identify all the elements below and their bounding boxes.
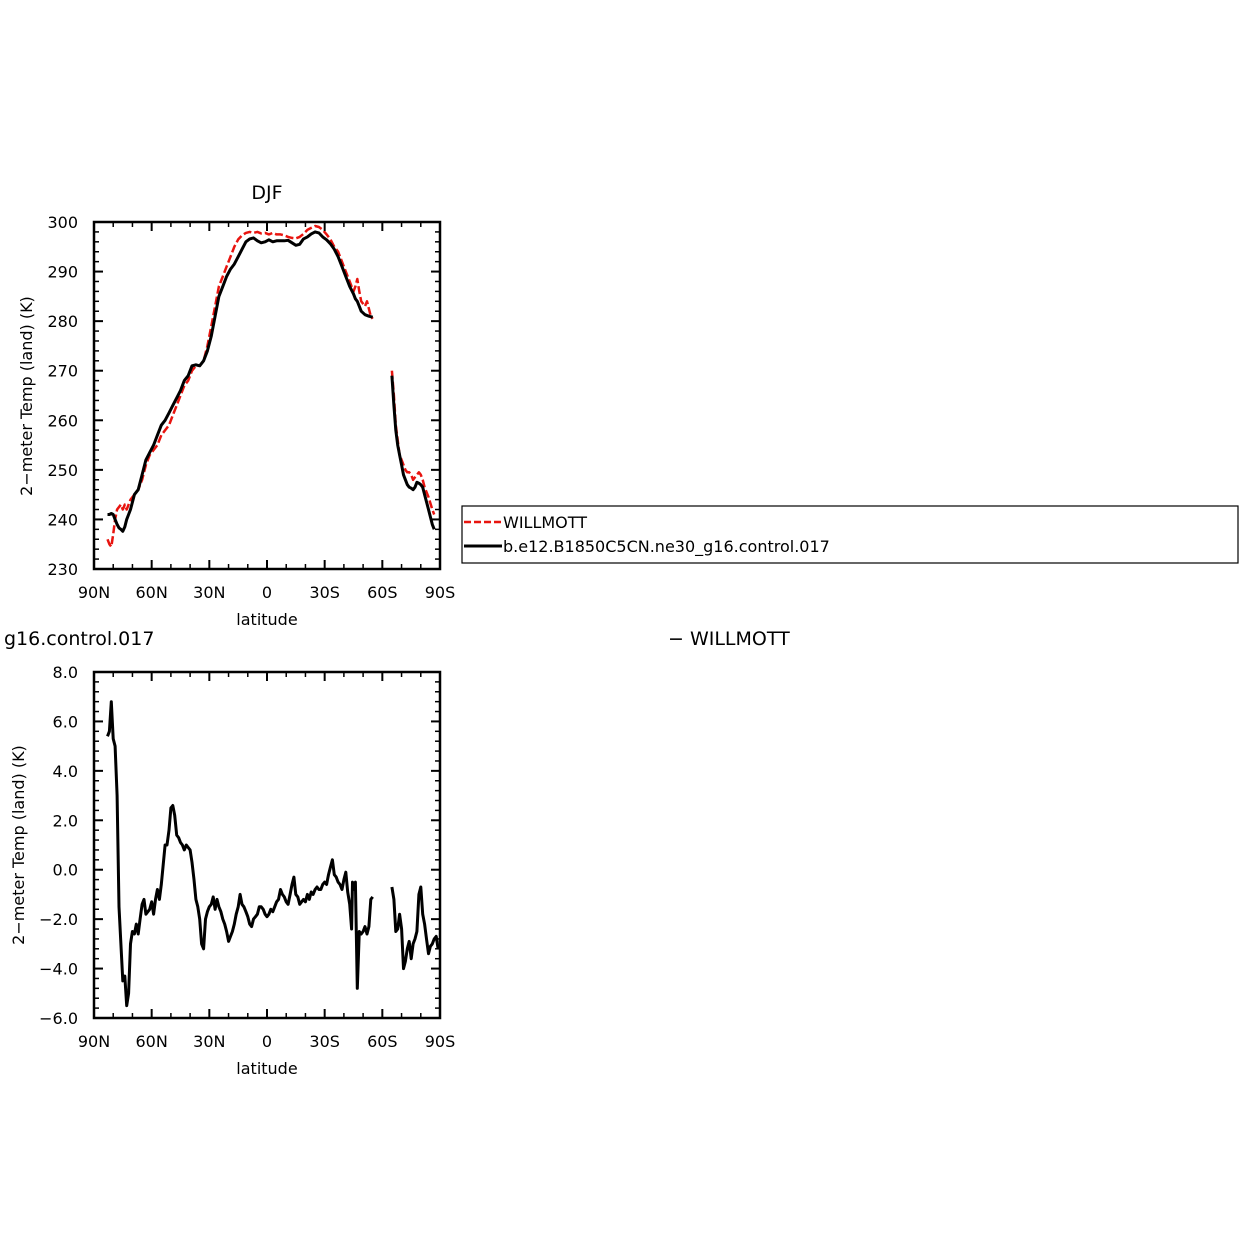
y-tick-label: 230 (47, 560, 78, 579)
y-tick-label: 240 (47, 510, 78, 529)
y-tick-label: −4.0 (39, 960, 78, 979)
x-tick-label: 30N (193, 583, 225, 602)
x-tick-label: 60N (136, 583, 168, 602)
chart-title-right: − WILLMOTT (668, 628, 790, 650)
y-tick-label: 300 (47, 213, 78, 232)
series-difference (106, 700, 440, 1008)
y-tick-label: 2.0 (53, 811, 78, 830)
y-tick-label: 8.0 (53, 663, 78, 682)
y-tick-label: −2.0 (39, 910, 78, 929)
y-tick-label: 290 (47, 263, 78, 282)
y-tick-label: 260 (47, 411, 78, 430)
y-tick-label: 4.0 (53, 762, 78, 781)
x-tick-label: 90N (78, 1032, 110, 1051)
x-tick-label: 60S (367, 1032, 398, 1051)
series-line-segment (107, 230, 374, 533)
x-tick-label: 90S (425, 583, 456, 602)
x-tick-label: 90S (425, 1032, 456, 1051)
series-line-segment (390, 370, 436, 515)
legend-entry-willmott: WILLMOTT (503, 513, 587, 532)
y-tick-label: 270 (47, 362, 78, 381)
series-line-segment (390, 375, 436, 530)
legend-box (461, 505, 1239, 564)
series-willmott (106, 224, 436, 548)
x-tick-label: 60N (136, 1032, 168, 1051)
y-tick-label: −6.0 (39, 1009, 78, 1028)
legend: WILLMOTT b.e12.B1850C5CN.ne30_g16.contro… (461, 505, 1239, 564)
series-line-segment (106, 700, 374, 1008)
series-line-segment (390, 885, 440, 971)
y-tick-label: 0.0 (53, 861, 78, 880)
y-axis-label: 2−meter Temp (land) (K) (17, 296, 36, 496)
plot-area (106, 224, 436, 548)
x-tick-label: 30S (309, 583, 340, 602)
series-line-segment (106, 224, 374, 548)
chart-title: DJF (251, 182, 282, 204)
axes: 90N 60N 30N 0 30S 60S 90S −6.0 −4.0 −2.0 0.0 2.0 4.0… (39, 663, 455, 1051)
y-tick-label: 280 (47, 312, 78, 331)
plot-frame (92, 220, 442, 571)
plot-area (106, 700, 440, 1008)
y-tick-label: 6.0 (53, 712, 78, 731)
axes: 90N 60N 30N 0 30S 60S 90S 230 240 250 260 270 280 290… (47, 213, 455, 602)
x-tick-label: 90N (78, 583, 110, 602)
x-axis-label: latitude (236, 1059, 297, 1078)
legend-entry-control: b.e12.B1850C5CN.ne30_g16.control.017 (503, 537, 830, 557)
plot-frame (92, 670, 442, 1020)
x-tick-label: 30S (309, 1032, 340, 1051)
x-tick-label: 0 (262, 1032, 272, 1051)
difference-chart: g16.control.017 − WILLMOTT 2−meter Temp … (4, 628, 790, 1078)
x-axis-label: latitude (236, 610, 297, 629)
x-tick-label: 30N (193, 1032, 225, 1051)
x-tick-label: 0 (262, 583, 272, 602)
y-tick-label: 250 (47, 461, 78, 480)
series-b-e12-b1850c5cn-ne30-g16-control-017 (107, 230, 436, 533)
y-axis-label: 2−meter Temp (land) (K) (9, 745, 28, 945)
chart-title-left: g16.control.017 (4, 628, 154, 650)
x-tick-label: 60S (367, 583, 398, 602)
djf-temperature-chart: DJF 2−meter Temp (land) (K) latitude 90N… (17, 182, 455, 629)
